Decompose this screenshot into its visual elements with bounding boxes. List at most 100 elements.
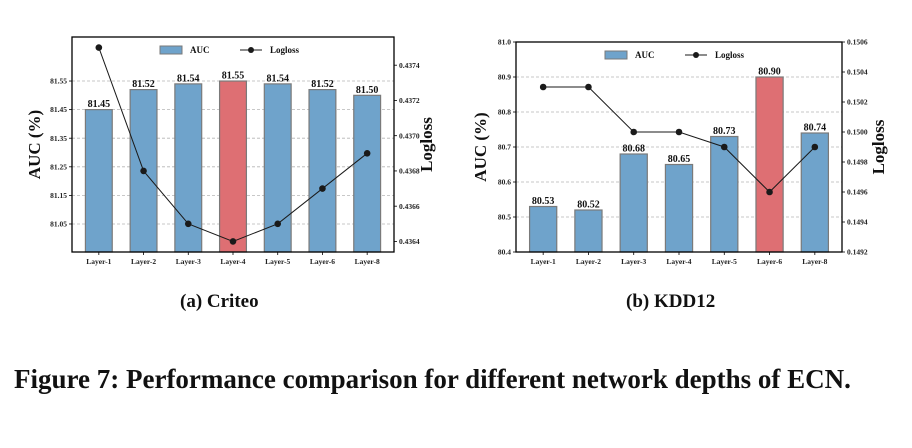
y-tick-label: 80.5 [498, 213, 511, 222]
y-axis-title: AUC (%) [471, 112, 490, 181]
y-right-tick-label: 0.4366 [399, 202, 420, 211]
y-right-tick-label: 0.1492 [847, 248, 868, 257]
y-tick-label: 81.55 [50, 77, 67, 86]
bar-value-label: 80.68 [622, 144, 645, 155]
x-tick-label: Layer-5 [265, 257, 290, 266]
bar-layer-4 [664, 163, 694, 253]
bar-value-label: 81.45 [88, 99, 111, 110]
y-right-tick-label: 0.1496 [847, 188, 868, 197]
legend-label-logloss: Logloss [715, 50, 745, 60]
logloss-point-layer-8 [363, 150, 371, 157]
bar-value-label: 81.55 [222, 71, 245, 82]
y-right-tick-label: 0.4368 [399, 167, 420, 176]
x-tick-label: Layer-1 [86, 257, 111, 266]
chart-kdd12: 80.53 80.52 80.68 80.65 80.73 80.90 80.74 80.4 8… [471, 38, 888, 266]
bar-layer-6 [755, 76, 784, 253]
subcaption-criteo: (a) Criteo [180, 291, 259, 312]
y-tick-label: 81.25 [50, 162, 67, 171]
y-right-tick-label: 0.1500 [847, 128, 868, 137]
logloss-point-layer-2 [585, 83, 592, 91]
subcaption-kdd12: (b) KDD12 [626, 291, 716, 312]
bar-layer-4 [218, 80, 248, 253]
logloss-point-layer-1 [95, 44, 103, 51]
figure-caption: Figure 7: Performance comparison for dif… [14, 364, 851, 394]
x-tick-label: Layer-6 [310, 257, 335, 266]
bar-layer-2 [574, 209, 603, 253]
bar-layer-1 [528, 205, 558, 253]
y-tick-label: 81.35 [50, 134, 67, 143]
bar-layer-8 [800, 132, 830, 253]
y-right-tick-label: 0.1506 [847, 38, 868, 47]
legend-swatch-auc [604, 50, 628, 60]
y-axis-title: AUC (%) [25, 110, 44, 179]
y-tick-label: 81.45 [50, 105, 67, 114]
legend-marker-logloss [248, 47, 254, 53]
legend-swatch-auc [159, 45, 183, 55]
x-tick-label: Layer-3 [621, 257, 646, 266]
y-right-axis-title: Logloss [869, 119, 888, 174]
legend-label-logloss: Logloss [270, 45, 300, 55]
bar-value-label: 80.73 [713, 126, 736, 137]
logloss-point-layer-8 [811, 143, 819, 151]
y-right-axis-title: Logloss [417, 117, 436, 172]
y-tick-label: 81.15 [50, 191, 67, 200]
bar-value-label: 80.65 [668, 154, 691, 165]
y-tick-label: 80.7 [498, 143, 511, 152]
bar-value-label: 81.52 [132, 79, 155, 90]
x-tick-label: Layer-8 [802, 257, 827, 266]
legend: AUC Logloss [159, 45, 300, 55]
y-right-tick-label: 0.4374 [399, 61, 420, 70]
legend: AUC Logloss [604, 50, 745, 60]
bar-layer-5 [710, 135, 739, 253]
x-tick-label: Layer-1 [531, 257, 556, 266]
y-tick-label: 80.6 [498, 178, 511, 187]
x-tick-label: Layer-8 [355, 257, 380, 266]
logloss-point-layer-2 [140, 167, 147, 175]
legend-label-auc: AUC [635, 50, 655, 60]
legend-marker-logloss [693, 52, 699, 58]
bar-layer-8 [353, 94, 382, 253]
bar-value-label: 80.52 [577, 200, 600, 211]
y-right-tick-label: 0.1502 [847, 98, 868, 107]
x-tick-label: Layer-3 [176, 257, 201, 266]
logloss-point-layer-5 [720, 143, 728, 151]
chart-criteo: 81.45 81.52 81.54 81.55 81.54 81.52 81.50 81.05… [25, 36, 436, 266]
legend-label-auc: AUC [190, 45, 210, 55]
bar-layer-1 [84, 109, 113, 253]
x-tick-label: Layer-2 [131, 257, 156, 266]
bar-value-label: 81.52 [311, 79, 334, 90]
bar-value-label: 80.53 [532, 196, 555, 207]
y-right-tick-label: 0.4364 [399, 237, 420, 246]
bar-value-label: 81.50 [356, 85, 379, 96]
x-tick-label: Layer-2 [576, 257, 601, 266]
bar-layer-6 [308, 89, 337, 253]
y-tick-label: 81.05 [50, 220, 67, 229]
logloss-point-layer-6 [319, 185, 326, 192]
y-tick-label: 80.9 [498, 73, 511, 82]
y-tick-label: 80.8 [498, 108, 511, 117]
logloss-point-layer-4 [229, 238, 237, 245]
x-tick-label: Layer-4 [220, 257, 245, 266]
x-tick-label: Layer-6 [757, 257, 782, 266]
y-tick-label: 81.0 [498, 38, 511, 47]
y-right-tick-label: 0.4372 [399, 96, 420, 105]
x-tick-label: Layer-4 [666, 257, 691, 266]
bar-layer-3 [619, 153, 648, 253]
bar-value-label: 81.54 [177, 73, 200, 84]
y-right-tick-label: 0.1494 [847, 218, 868, 227]
y-tick-label: 80.4 [498, 248, 511, 257]
bar-value-label: 80.74 [804, 123, 827, 134]
logloss-point-layer-3 [630, 128, 638, 136]
logloss-point-layer-5 [274, 220, 282, 228]
logloss-point-layer-4 [675, 128, 683, 136]
x-tick-label: Layer-5 [712, 257, 737, 266]
y-right-tick-label: 0.1504 [847, 68, 868, 77]
logloss-point-layer-3 [184, 220, 192, 228]
logloss-point-layer-1 [539, 83, 547, 91]
y-right-tick-label: 0.1498 [847, 158, 868, 167]
logloss-point-layer-6 [766, 188, 773, 196]
bar-value-label: 81.54 [266, 73, 289, 84]
y-right-tick-label: 0.4370 [399, 131, 420, 140]
bar-value-label: 80.90 [758, 67, 781, 78]
